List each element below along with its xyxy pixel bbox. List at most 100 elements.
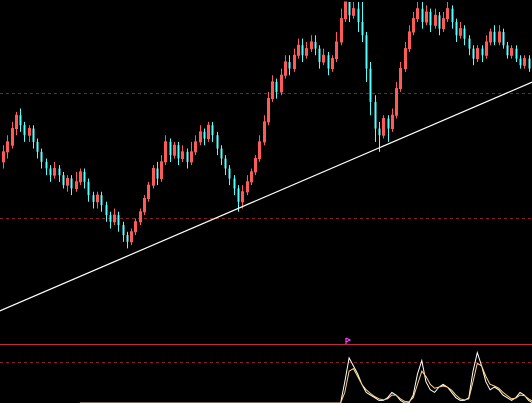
candle[interactable] xyxy=(468,35,471,56)
candle[interactable] xyxy=(434,8,437,29)
candle[interactable] xyxy=(254,155,257,176)
candle[interactable] xyxy=(75,171,78,192)
indicator-panel[interactable] xyxy=(79,350,532,403)
candle[interactable] xyxy=(365,31,368,82)
candle[interactable] xyxy=(382,115,385,139)
candle[interactable] xyxy=(455,18,458,42)
candle[interactable] xyxy=(438,11,441,36)
candle[interactable] xyxy=(301,38,304,62)
candle[interactable] xyxy=(199,125,202,146)
candle[interactable] xyxy=(275,78,278,99)
candle[interactable] xyxy=(348,2,351,22)
candle[interactable] xyxy=(109,211,112,229)
candle[interactable] xyxy=(28,125,31,142)
candle[interactable] xyxy=(344,1,347,22)
candle[interactable] xyxy=(49,165,52,182)
candle[interactable] xyxy=(322,48,325,66)
candle[interactable] xyxy=(23,121,26,142)
candlestick-series[interactable] xyxy=(2,1,532,249)
candle[interactable] xyxy=(305,41,308,59)
candle[interactable] xyxy=(139,208,142,226)
candle[interactable] xyxy=(130,228,133,246)
candle[interactable] xyxy=(463,25,466,46)
candle[interactable] xyxy=(143,195,146,216)
candle[interactable] xyxy=(451,5,454,29)
candle[interactable] xyxy=(190,141,193,166)
candle[interactable] xyxy=(32,125,35,149)
candle[interactable] xyxy=(374,95,377,142)
candle[interactable] xyxy=(331,55,334,72)
candle[interactable] xyxy=(62,171,65,189)
candle[interactable] xyxy=(387,115,390,142)
candle[interactable] xyxy=(87,178,90,202)
candle[interactable] xyxy=(160,155,163,182)
candle[interactable] xyxy=(126,231,129,249)
candle[interactable] xyxy=(19,108,22,132)
candle[interactable] xyxy=(515,45,518,62)
candle[interactable] xyxy=(211,121,214,142)
candle[interactable] xyxy=(310,35,313,52)
candle[interactable] xyxy=(425,5,428,26)
candle[interactable] xyxy=(83,168,86,189)
candle[interactable] xyxy=(79,168,82,186)
candle[interactable] xyxy=(156,161,159,186)
candle[interactable] xyxy=(361,2,364,42)
candle[interactable] xyxy=(45,158,48,176)
candle[interactable] xyxy=(442,11,445,32)
trendline[interactable] xyxy=(0,65,532,315)
candle[interactable] xyxy=(53,161,56,179)
candle[interactable] xyxy=(498,25,501,46)
candle[interactable] xyxy=(241,185,244,209)
candle[interactable] xyxy=(476,45,479,62)
candle[interactable] xyxy=(181,145,184,162)
candle[interactable] xyxy=(297,38,300,59)
candle[interactable] xyxy=(528,55,531,72)
candle[interactable] xyxy=(395,81,398,119)
flag-marker-icon[interactable] xyxy=(345,337,352,344)
candle[interactable] xyxy=(352,2,355,19)
candle[interactable] xyxy=(378,121,381,152)
candle[interactable] xyxy=(169,138,172,162)
candle[interactable] xyxy=(271,75,274,102)
candle[interactable] xyxy=(280,68,283,96)
candle[interactable] xyxy=(502,28,505,49)
candle[interactable] xyxy=(250,168,253,186)
candle[interactable] xyxy=(113,208,116,226)
candle[interactable] xyxy=(105,201,108,222)
candle[interactable] xyxy=(96,191,99,209)
candle[interactable] xyxy=(335,31,338,62)
candle[interactable] xyxy=(177,141,180,166)
candle[interactable] xyxy=(36,138,39,159)
candle[interactable] xyxy=(523,55,526,69)
candle[interactable] xyxy=(203,128,206,146)
candle[interactable] xyxy=(408,25,411,52)
candle[interactable] xyxy=(489,28,492,46)
candle[interactable] xyxy=(11,121,14,149)
candle[interactable] xyxy=(216,131,219,156)
candle[interactable] xyxy=(429,8,432,32)
candle[interactable] xyxy=(399,61,402,92)
candle[interactable] xyxy=(506,41,509,59)
candle[interactable] xyxy=(117,211,120,232)
candle[interactable] xyxy=(327,51,330,76)
candle[interactable] xyxy=(288,55,291,76)
candle[interactable] xyxy=(446,2,449,22)
candle[interactable] xyxy=(284,55,287,79)
candle[interactable] xyxy=(207,121,210,142)
candle[interactable] xyxy=(122,221,125,242)
candle[interactable] xyxy=(2,145,5,169)
candle[interactable] xyxy=(147,181,150,202)
candle[interactable] xyxy=(369,61,372,116)
candle[interactable] xyxy=(92,191,95,209)
candle[interactable] xyxy=(519,55,522,69)
candle[interactable] xyxy=(391,108,394,132)
candle[interactable] xyxy=(224,155,227,176)
candle[interactable] xyxy=(100,191,103,212)
candle[interactable] xyxy=(6,135,9,159)
candle[interactable] xyxy=(459,21,462,39)
candle[interactable] xyxy=(485,35,488,59)
candle[interactable] xyxy=(58,165,61,182)
candle[interactable] xyxy=(134,218,137,236)
candle[interactable] xyxy=(237,185,240,212)
